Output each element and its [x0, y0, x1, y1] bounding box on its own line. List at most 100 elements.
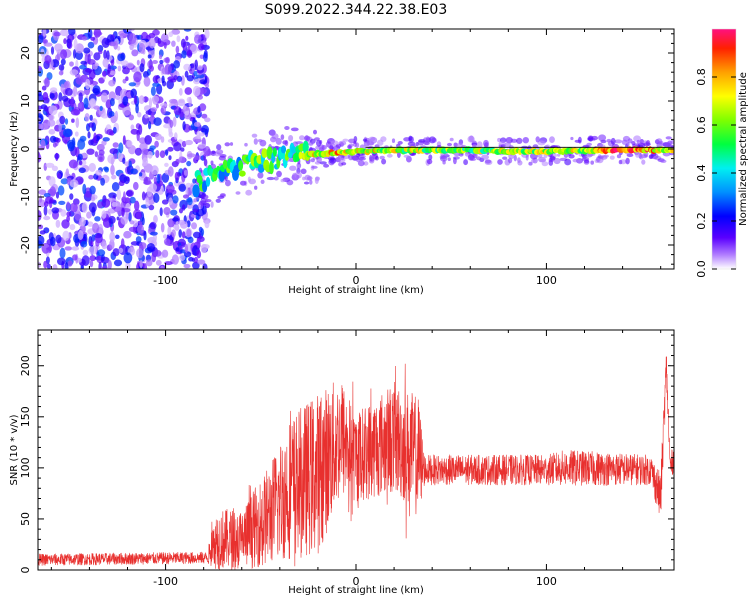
- noise-blob: [64, 246, 73, 251]
- halo-blob: [380, 136, 387, 142]
- noise-blob: [39, 195, 43, 203]
- noise-blob: [133, 181, 139, 191]
- halo-blob: [572, 158, 579, 163]
- noise-blob: [108, 208, 114, 214]
- noise-blob: [69, 202, 78, 213]
- noise-blob: [121, 207, 125, 217]
- halo-blob: [290, 127, 299, 132]
- noise-blob: [89, 260, 94, 268]
- noise-blob: [199, 132, 205, 137]
- noise-blob: [172, 116, 177, 127]
- noise-blob: [42, 39, 48, 44]
- noise-blob: [79, 160, 83, 166]
- halo-blob: [564, 158, 572, 166]
- halo-blob: [358, 157, 366, 161]
- noise-blob: [63, 81, 69, 89]
- noise-blob: [51, 165, 59, 171]
- noise-blob: [58, 64, 65, 71]
- halo-blob: [537, 140, 546, 146]
- noise-blob: [87, 221, 94, 227]
- noise-blob: [180, 38, 186, 48]
- noise-blob: [144, 114, 149, 119]
- noise-blob: [202, 263, 208, 269]
- noise-blob: [181, 50, 187, 59]
- noise-blob: [121, 60, 129, 67]
- noise-blob: [66, 215, 70, 222]
- colorbar-ticks: 0.0 0.2 0.4 0.6 0.8: [695, 68, 736, 278]
- halo-blob: [339, 157, 346, 163]
- noise-blob: [172, 217, 179, 222]
- halo-blob: [311, 165, 318, 169]
- noise-blob: [199, 54, 204, 60]
- halo-blob: [257, 139, 263, 143]
- y-tick-label: -20: [19, 236, 32, 254]
- trace-blob: [272, 147, 277, 157]
- noise-blob: [116, 189, 122, 201]
- noise-blob: [83, 97, 89, 109]
- noise-blob: [98, 261, 102, 269]
- noise-blob: [168, 155, 172, 161]
- noise-blob: [198, 43, 205, 51]
- noise-blob: [142, 157, 149, 167]
- halo-blob: [286, 179, 294, 186]
- halo-blob: [313, 129, 317, 135]
- noise-blob: [98, 149, 105, 156]
- halo-blob: [616, 154, 622, 159]
- halo-blob: [316, 139, 322, 147]
- noise-blob: [93, 105, 100, 110]
- halo-blob: [240, 180, 247, 186]
- noise-blob: [59, 247, 66, 259]
- noise-blob: [81, 202, 88, 213]
- halo-blob: [271, 133, 279, 140]
- noise-blob: [43, 215, 51, 221]
- noise-blob: [118, 180, 125, 186]
- noise-blob: [117, 45, 121, 51]
- halo-blob: [549, 156, 556, 161]
- noise-blob: [97, 45, 104, 52]
- noise-blob: [77, 230, 84, 240]
- noise-blob: [118, 247, 124, 254]
- noise-blob: [63, 128, 72, 138]
- halo-blob: [215, 198, 221, 203]
- noise-blob: [146, 186, 153, 197]
- halo-blob: [280, 134, 285, 140]
- colorbar-tick-label: 0.0: [695, 260, 708, 278]
- noise-blob: [38, 261, 41, 268]
- noise-blob: [117, 65, 122, 72]
- noise-blob: [120, 216, 128, 225]
- noise-blob: [151, 111, 155, 118]
- noise-blob: [85, 78, 91, 90]
- halo-blob: [598, 134, 607, 142]
- noise-blob: [136, 248, 144, 259]
- noise-blob: [89, 80, 98, 86]
- trace-blob: [222, 159, 228, 169]
- halo-blob: [299, 135, 305, 141]
- noise-blob: [184, 70, 189, 78]
- halo-blob: [670, 139, 674, 145]
- noise-blob: [66, 211, 72, 217]
- noise-blob: [66, 201, 70, 210]
- halo-blob: [294, 171, 302, 179]
- snr-x-ticks: -100 0 100: [50, 330, 662, 588]
- noise-blob: [197, 94, 203, 100]
- noise-blob: [98, 223, 103, 235]
- noise-blob: [161, 172, 170, 183]
- noise-blob: [174, 132, 178, 140]
- noise-blob: [99, 105, 103, 112]
- noise-blob: [50, 236, 56, 247]
- noise-blob: [179, 254, 186, 261]
- noise-blob: [69, 69, 79, 76]
- halo-blob: [251, 133, 258, 138]
- snr-marks: [38, 356, 674, 570]
- noise-blob: [109, 70, 116, 76]
- noise-blob: [106, 50, 110, 61]
- halo-blob: [342, 138, 349, 142]
- noise-blob: [67, 139, 76, 149]
- noise-blob: [86, 148, 95, 155]
- halo-blob: [574, 139, 581, 143]
- noise-blob: [122, 135, 126, 146]
- halo-blob: [244, 142, 248, 147]
- noise-blob: [106, 129, 114, 136]
- noise-blob: [81, 36, 88, 41]
- x-tick-label: 100: [536, 575, 557, 588]
